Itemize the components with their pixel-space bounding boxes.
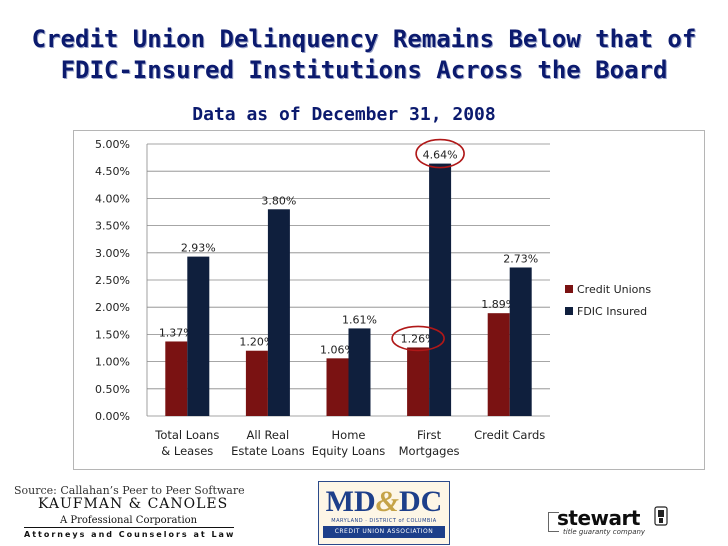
x-tick-label: Total Loans (154, 428, 219, 442)
y-tick-label: 2.50% (95, 274, 130, 287)
slide-title-line-1: Credit Union Delinquency Remains Below t… (31, 25, 697, 53)
mddc-association: CREDIT UNION ASSOCIATION (323, 526, 445, 538)
bar-fdic-insured (348, 328, 371, 416)
stewart-logo: stewart (557, 506, 640, 530)
stewart-emblem-icon (654, 506, 668, 526)
x-tick-label: Equity Loans (312, 444, 386, 458)
bar-credit-unions (326, 358, 349, 416)
kaufman-canoles-logo: KAUFMAN & CANOLES (38, 496, 229, 512)
x-tick-label: Home (332, 428, 366, 442)
y-tick-label: 4.00% (95, 192, 130, 205)
bar-chart: 0.00% 0.50% 1.00% 1.50% 2.00% 2.50% 3.00% 3.50%… (95, 138, 651, 458)
mddc-dc: DC (398, 485, 443, 518)
legend-swatch (565, 285, 573, 293)
stewart-bracket (548, 512, 559, 532)
x-tick-label: Mortgages (399, 444, 460, 458)
source-note: Source: Callahan’s Peer to Peer Software (14, 484, 245, 497)
slide-title: Credit Union Delinquency Remains Below t… (0, 24, 728, 86)
stewart-tagline: title guaranty company (563, 528, 646, 536)
x-tick-label: All Real (247, 428, 290, 442)
highlight-ring (415, 138, 465, 169)
y-tick-label: 3.00% (95, 247, 130, 260)
data-label: 1.89% (481, 298, 516, 311)
bar-fdic-insured (509, 267, 532, 416)
kaufman-canoles-pc: A Professional Corporation (60, 515, 198, 526)
data-label: 1.26% (401, 332, 436, 345)
bar-fdic-insured (267, 209, 290, 416)
mddc-md: MD (325, 485, 376, 518)
y-tick-label: 0.50% (95, 383, 130, 396)
y-tick-label: 4.50% (95, 165, 130, 178)
legend-swatch (565, 307, 573, 315)
kaufman-canoles-tagline: Attorneys and Counselors at Law (24, 530, 236, 539)
bar-fdic-insured (429, 163, 452, 416)
x-tick-label: Credit Cards (474, 428, 545, 442)
x-tick-label: First (417, 428, 442, 442)
slide-subtitle: Data as of December 31, 2008 (192, 104, 496, 125)
data-label: 1.20% (239, 336, 274, 349)
y-tick-label: 5.00% (95, 138, 130, 151)
bar-credit-unions (487, 313, 510, 416)
data-label: 1.06% (320, 343, 355, 356)
mddc-logo: MD&DC MARYLAND · DISTRICT of COLUMBIA CR… (318, 481, 450, 545)
y-tick-label: 2.00% (95, 301, 130, 314)
mddc-logo-mark: MD&DC (319, 486, 449, 518)
chart-area: 0.00% 0.50% 1.00% 1.50% 2.00% 2.50% 3.00% 3.50%… (73, 130, 705, 470)
data-label: 2.93% (181, 242, 216, 255)
bar-credit-unions (245, 350, 268, 416)
y-tick-label: 1.00% (95, 356, 130, 369)
y-tick-label: 0.00% (95, 410, 130, 423)
y-tick-label: 3.50% (95, 220, 130, 233)
data-label: 2.73% (503, 252, 538, 265)
bar-fdic-insured (187, 256, 210, 416)
x-tick-label: Estate Loans (231, 444, 305, 458)
mddc-ampersand: & (375, 485, 399, 518)
kaufman-divider (24, 527, 234, 528)
data-label: 1.37% (159, 326, 194, 339)
legend-label: FDIC Insured (577, 305, 647, 318)
data-label: 3.80% (261, 194, 296, 207)
y-tick-label: 1.50% (95, 328, 130, 341)
highlight-ring (391, 325, 445, 352)
data-label: 4.64% (423, 149, 458, 162)
x-tick-label: & Leases (161, 444, 213, 458)
legend-label: Credit Unions (577, 283, 651, 296)
bar-credit-unions (407, 347, 430, 416)
bar-credit-unions (165, 341, 188, 416)
mddc-states: MARYLAND · DISTRICT of COLUMBIA (331, 518, 437, 524)
data-label: 1.61% (342, 313, 377, 326)
slide-title-line-2: FDIC-Insured Institutions Across the Boa… (60, 56, 668, 84)
